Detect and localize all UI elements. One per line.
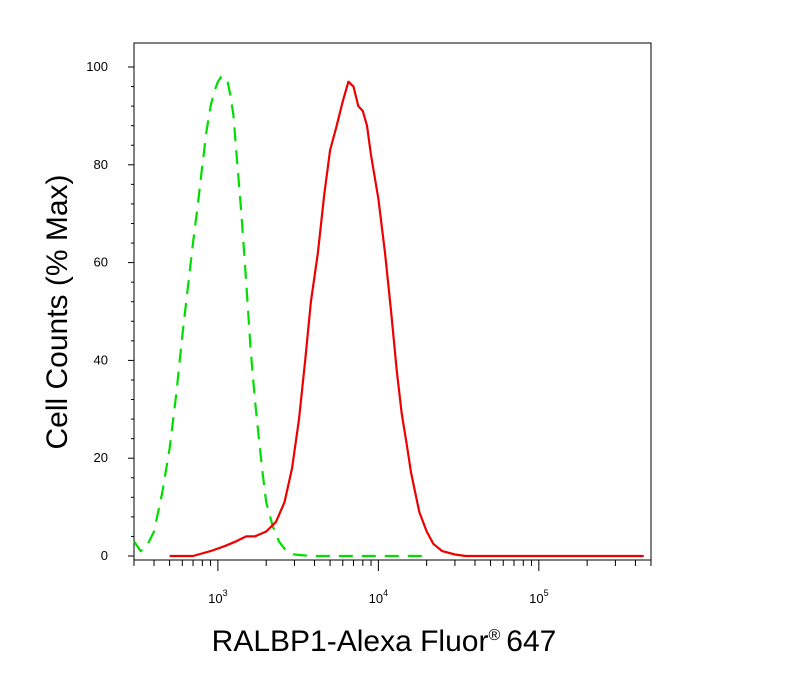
series-layer (133, 75, 644, 558)
sample-histogram-line (169, 80, 644, 558)
x-tick-label: 105 (529, 588, 548, 606)
x-axis-title-main: RALBP1-Alexa Fluor (212, 625, 489, 658)
x-tick-label: 104 (369, 588, 388, 606)
y-axis-title: Cell Counts (% Max) (41, 174, 74, 449)
control-histogram-line (133, 75, 427, 558)
y-tick-label: 20 (94, 450, 108, 465)
x-tick-exponent: 3 (223, 588, 228, 598)
plot-frame (133, 42, 652, 561)
y-axis-ticks: 0 20 40 60 80 100 (86, 59, 134, 563)
y-tick-label: 60 (94, 255, 108, 270)
x-axis-title: RALBP1-Alexa Fluor® 647 (212, 625, 557, 658)
y-tick-label: 80 (94, 157, 108, 172)
x-tick-exponent: 4 (383, 588, 388, 598)
y-tick-label: 0 (101, 548, 108, 563)
y-tick-label: 100 (86, 59, 108, 74)
x-axis-title-suffix: 647 (506, 625, 556, 658)
registered-mark: ® (488, 627, 500, 644)
y-tick-label: 40 (94, 352, 108, 367)
x-tick-base: 10 (208, 591, 222, 606)
x-axis-ticks: 103 104 105 (133, 560, 652, 606)
x-tick-base: 10 (529, 591, 543, 606)
x-tick-base: 10 (369, 591, 383, 606)
x-tick-exponent: 5 (544, 588, 549, 598)
x-tick-label: 103 (208, 588, 227, 606)
